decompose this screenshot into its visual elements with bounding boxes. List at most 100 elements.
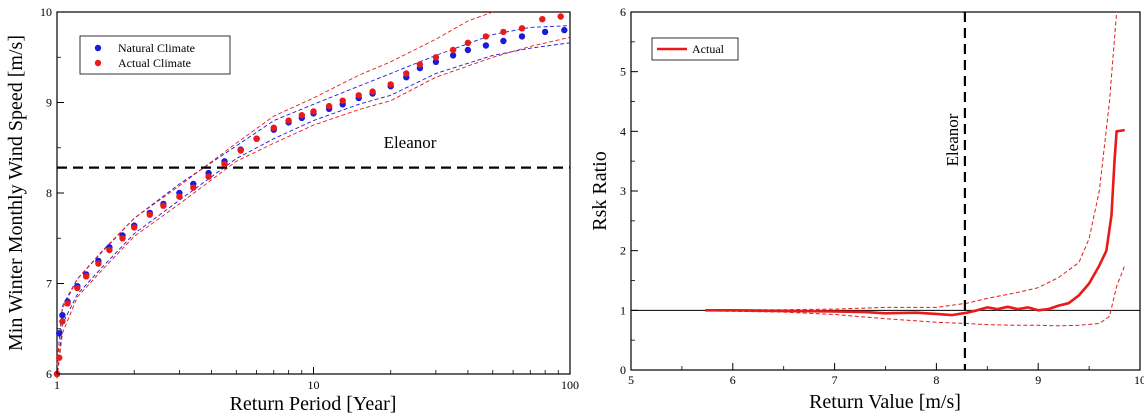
left-chart-panel: 1 10 100 6 7 8 9 10 Return Period [Year] Min W… [5, 5, 579, 415]
natural-climate-point [432, 58, 440, 65]
actual-climate-point [237, 147, 244, 154]
legend-label-actual: Actual [692, 42, 725, 56]
left-legend: Natural Climate Actual Climate [79, 35, 231, 75]
actual-climate-point [146, 211, 153, 218]
natural-climate-point [561, 26, 568, 34]
right-y-axis-title: Rsk Ratio [589, 151, 611, 230]
right-chart-panel: 5 6 7 8 9 10 0 1 2 3 4 5 6 Return Value [m/s] Rsk R… [589, 5, 1144, 413]
right-x-tick-label: 8 [933, 373, 939, 387]
actual-climate-point [518, 25, 526, 32]
natural-climate-point [59, 312, 66, 319]
left-y-tick-label: 8 [46, 186, 52, 200]
right-plot-frame [630, 11, 1141, 371]
legend-marker-natural-climate [94, 44, 102, 52]
legend-label-natural-climate: Natural Climate [118, 41, 195, 55]
left-confidence-bands [56, 11, 571, 379]
right-y-tick-label: 1 [620, 303, 626, 317]
actual-climate-point [557, 13, 564, 20]
actual-climate-point [464, 39, 472, 46]
actual-climate-ci-lower-line [56, 36, 571, 379]
right-y-tick-label: 3 [620, 184, 626, 198]
actual-climate-point [310, 108, 317, 115]
right-y-tick-label: 5 [620, 65, 626, 79]
actual-climate-point [339, 97, 346, 104]
actual-climate-point [160, 202, 167, 209]
actual-climate-point [64, 300, 71, 307]
right-x-tick-label: 5 [628, 373, 634, 387]
left-x-ticks: 1 10 100 [54, 367, 579, 392]
right-y-ticks: 0 1 2 3 4 5 6 [620, 5, 638, 377]
actual-climate-point [369, 88, 376, 95]
natural-climate-point [500, 37, 507, 45]
natural-climate-point [449, 52, 457, 59]
natural-climate-point [56, 330, 63, 337]
actual-climate-point [190, 184, 197, 191]
actual-ci-lower-line [705, 265, 1126, 327]
natural-climate-point [482, 42, 490, 49]
actual-climate-ci-upper-line [56, 11, 493, 366]
left-x-axis-title: Return Period [Year] [230, 393, 397, 415]
left-legend-box [79, 35, 231, 75]
left-eleanor-label: Eleanor [384, 133, 437, 152]
actual-climate-point [403, 70, 410, 77]
actual-climate-point [95, 260, 102, 267]
right-x-ticks: 5 6 7 8 9 10 [628, 363, 1144, 387]
left-y-tick-label: 6 [46, 367, 52, 381]
actual-climate-point [253, 135, 260, 142]
actual-climate-point [56, 354, 63, 361]
left-y-tick-label: 10 [40, 5, 52, 19]
natural-climate-ci-upper-line [56, 25, 571, 366]
right-eleanor-label: Eleanor [943, 113, 962, 166]
right-legend-box [651, 37, 739, 61]
right-x-tick-label: 10 [1134, 373, 1144, 387]
actual-climate-point [449, 46, 457, 54]
actual-climate-point [285, 117, 292, 124]
natural-climate-point [518, 33, 526, 40]
right-x-tick-label: 7 [832, 373, 838, 387]
right-x-tick-label: 9 [1035, 373, 1041, 387]
left-x-tick-label: 1 [54, 378, 60, 392]
right-y-tick-label: 0 [620, 363, 626, 377]
left-y-axis-title: Min Winter Monthly Wind Speed [m/s] [5, 35, 27, 351]
actual-ci-upper-line [705, 11, 1118, 311]
actual-climate-point [221, 160, 228, 168]
actual-climate-point [500, 28, 507, 36]
actual-climate-point [482, 33, 490, 40]
actual-climate-point [325, 102, 333, 110]
actual-climate-point [83, 273, 90, 280]
right-legend: Actual [651, 37, 739, 61]
natural-climate-point [541, 28, 549, 36]
legend-marker-actual-climate [94, 59, 102, 67]
right-risk-ratio-line [705, 128, 1125, 317]
left-x-tick-label: 100 [561, 378, 579, 392]
actual-climate-point [416, 61, 424, 68]
actual-climate-point [205, 173, 212, 180]
left-x-tick-label: 10 [308, 378, 320, 392]
actual-climate-point [176, 193, 183, 200]
actual-climate-point [539, 16, 546, 23]
natural-climate-point [464, 46, 472, 54]
left-data-points [53, 13, 568, 378]
right-x-tick-label: 6 [730, 373, 736, 387]
right-x-axis-title: Return Value [m/s] [809, 391, 961, 413]
left-y-ticks: 6 7 8 9 10 [40, 5, 64, 381]
legend-label-actual-climate: Actual Climate [118, 56, 191, 70]
actual-climate-point [119, 235, 126, 242]
right-y-tick-label: 6 [620, 5, 626, 19]
actual-risk-ratio-line [705, 128, 1125, 317]
right-confidence-bands [705, 11, 1126, 327]
actual-climate-point [270, 124, 277, 131]
right-y-tick-label: 2 [620, 244, 626, 258]
actual-climate-point [131, 224, 138, 231]
natural-climate-ci-lower-line [56, 42, 571, 379]
actual-climate-point [355, 92, 362, 99]
actual-climate-point [59, 318, 66, 325]
actual-climate-point [432, 54, 440, 61]
actual-climate-point [106, 246, 113, 254]
left-y-tick-label: 7 [46, 277, 52, 291]
right-y-tick-label: 4 [620, 124, 626, 138]
actual-climate-point [74, 284, 81, 292]
left-y-tick-label: 9 [46, 96, 52, 110]
actual-climate-point [298, 112, 305, 119]
